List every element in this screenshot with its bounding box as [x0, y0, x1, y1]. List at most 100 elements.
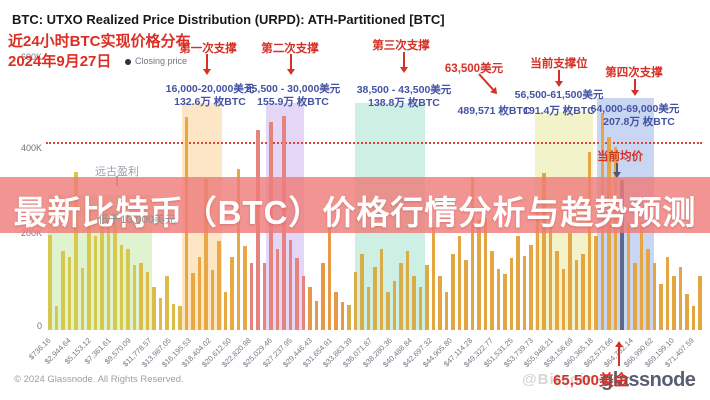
- histogram-bar: [223, 292, 228, 330]
- histogram-bar: [204, 178, 208, 330]
- histogram-bar: [158, 297, 163, 330]
- histogram-bar: [444, 291, 449, 330]
- histogram-bar: [334, 292, 338, 330]
- histogram-bar: [698, 276, 702, 330]
- histogram-bar: [379, 249, 384, 330]
- histogram-bar: [529, 244, 533, 330]
- histogram-bar: [652, 262, 657, 330]
- histogram-bar: [496, 269, 501, 330]
- histogram-bar: [80, 267, 85, 330]
- histogram-bar: [483, 217, 488, 330]
- support-2-amount: 155.9万 枚BTC: [257, 96, 329, 108]
- social-watermark: @Bitcoin: [522, 371, 596, 388]
- histogram-bar: [392, 280, 397, 330]
- histogram-bar: [639, 222, 644, 330]
- histogram-bar: [249, 262, 254, 330]
- histogram-bar: [353, 271, 358, 330]
- histogram-bar: [555, 251, 559, 330]
- overlay-banner: [0, 177, 710, 233]
- histogram-bar: [366, 287, 371, 330]
- bottom-price-label: 65,500美金: [553, 372, 629, 389]
- histogram-bar: [542, 173, 546, 330]
- histogram-bar: [93, 236, 98, 330]
- histogram-bar: [522, 255, 527, 330]
- histogram-bar: [594, 235, 598, 330]
- histogram-bar: [340, 302, 345, 330]
- histogram-bar: [412, 276, 416, 330]
- support-4-label: 第四次支撑: [605, 67, 663, 79]
- histogram-bar: [145, 271, 150, 330]
- histogram-bar: [54, 306, 59, 330]
- histogram-bar: [61, 251, 65, 330]
- histogram-bar: [152, 287, 156, 330]
- annotation-arrow-icon: [287, 54, 295, 75]
- histogram-bar: [373, 267, 377, 330]
- histogram-bar: [230, 257, 234, 330]
- annotation-arrow-icon: [478, 73, 501, 97]
- histogram-bar: [197, 257, 202, 330]
- histogram-bar: [67, 257, 72, 330]
- annotation-arrow-icon: [631, 79, 639, 96]
- histogram-bar: [457, 235, 462, 330]
- histogram-bar: [288, 240, 293, 330]
- histogram-bar: [171, 303, 176, 330]
- legend-closing-price: Closing price: [135, 56, 188, 66]
- histogram-bar: [685, 294, 689, 330]
- histogram-bar: [574, 260, 579, 330]
- histogram-bar: [509, 258, 514, 330]
- histogram-bar: [113, 224, 117, 330]
- y-axis-tick-label: 400K: [20, 143, 42, 153]
- histogram-bar: [503, 273, 507, 330]
- histogram-bar: [613, 146, 618, 330]
- histogram-bar: [106, 217, 111, 330]
- histogram-bar: [178, 306, 182, 330]
- histogram-bar: [295, 258, 299, 330]
- histogram-bar: [100, 204, 104, 330]
- histogram-bar: [470, 177, 475, 330]
- current-support-range: 56,500-61,500美元: [514, 89, 604, 101]
- histogram-bar: [119, 244, 124, 330]
- histogram-bar: [139, 262, 143, 330]
- histogram-bar: [587, 152, 592, 330]
- histogram-bar: [191, 273, 195, 330]
- histogram-bar: [262, 262, 267, 330]
- histogram-bar: [74, 172, 78, 330]
- histogram-bar: [646, 248, 650, 330]
- histogram-bar: [691, 306, 696, 330]
- support-3-amount: 138.8万 枚BTC: [368, 97, 440, 109]
- heading-line1: 近24小时BTC实现价格分布: [8, 33, 191, 50]
- histogram-bar: [678, 267, 683, 330]
- glassnode-watermark: glassnode: [601, 369, 696, 391]
- histogram-bar: [438, 276, 442, 330]
- histogram-bar: [633, 262, 637, 330]
- ancient-profit-label: 远古盈利: [95, 166, 139, 178]
- histogram-bar: [301, 276, 306, 330]
- annotation-arrow-icon: [555, 70, 563, 87]
- support-4-range: 64,000-69,000美元: [590, 103, 680, 115]
- price-note-label: 63,500美元: [444, 63, 504, 75]
- support-1-label: 第一次支撑: [179, 43, 237, 55]
- histogram-bar: [665, 257, 670, 330]
- current-support-label: 当前支撑位: [530, 58, 588, 70]
- overlay-caption: 最新比特币（BTC）价格行情分析与趋势预测: [13, 194, 697, 231]
- histogram-bar: [451, 253, 455, 330]
- histogram-bar: [165, 275, 169, 330]
- histogram-bar: [672, 276, 676, 330]
- annotation-arrow-icon: [400, 52, 408, 73]
- y-axis-tick-label: 200K: [20, 228, 42, 238]
- histogram-bar: [581, 253, 585, 330]
- heading-line2: 2024年9月27日: [8, 53, 112, 70]
- support-2-range: 25,500 - 30,000美元: [245, 83, 341, 95]
- y-axis-tick-label: 600K: [20, 52, 42, 62]
- histogram-bar: [126, 248, 130, 330]
- support-4-amount: 207.8万 枚BTC: [603, 116, 675, 128]
- histogram-bar: [490, 251, 494, 330]
- annotation-arrow-icon: [615, 341, 623, 366]
- histogram-bar: [210, 270, 215, 330]
- copyright-text: © 2024 Glassnode. All Rights Reserved.: [14, 374, 184, 385]
- histogram-bar: [607, 136, 611, 330]
- histogram-bar: [477, 219, 481, 330]
- current-support-amount: 191.4万 枚BTC: [523, 105, 595, 117]
- support-3-label: 第三次支撑: [372, 40, 430, 52]
- histogram-bar: [425, 264, 429, 330]
